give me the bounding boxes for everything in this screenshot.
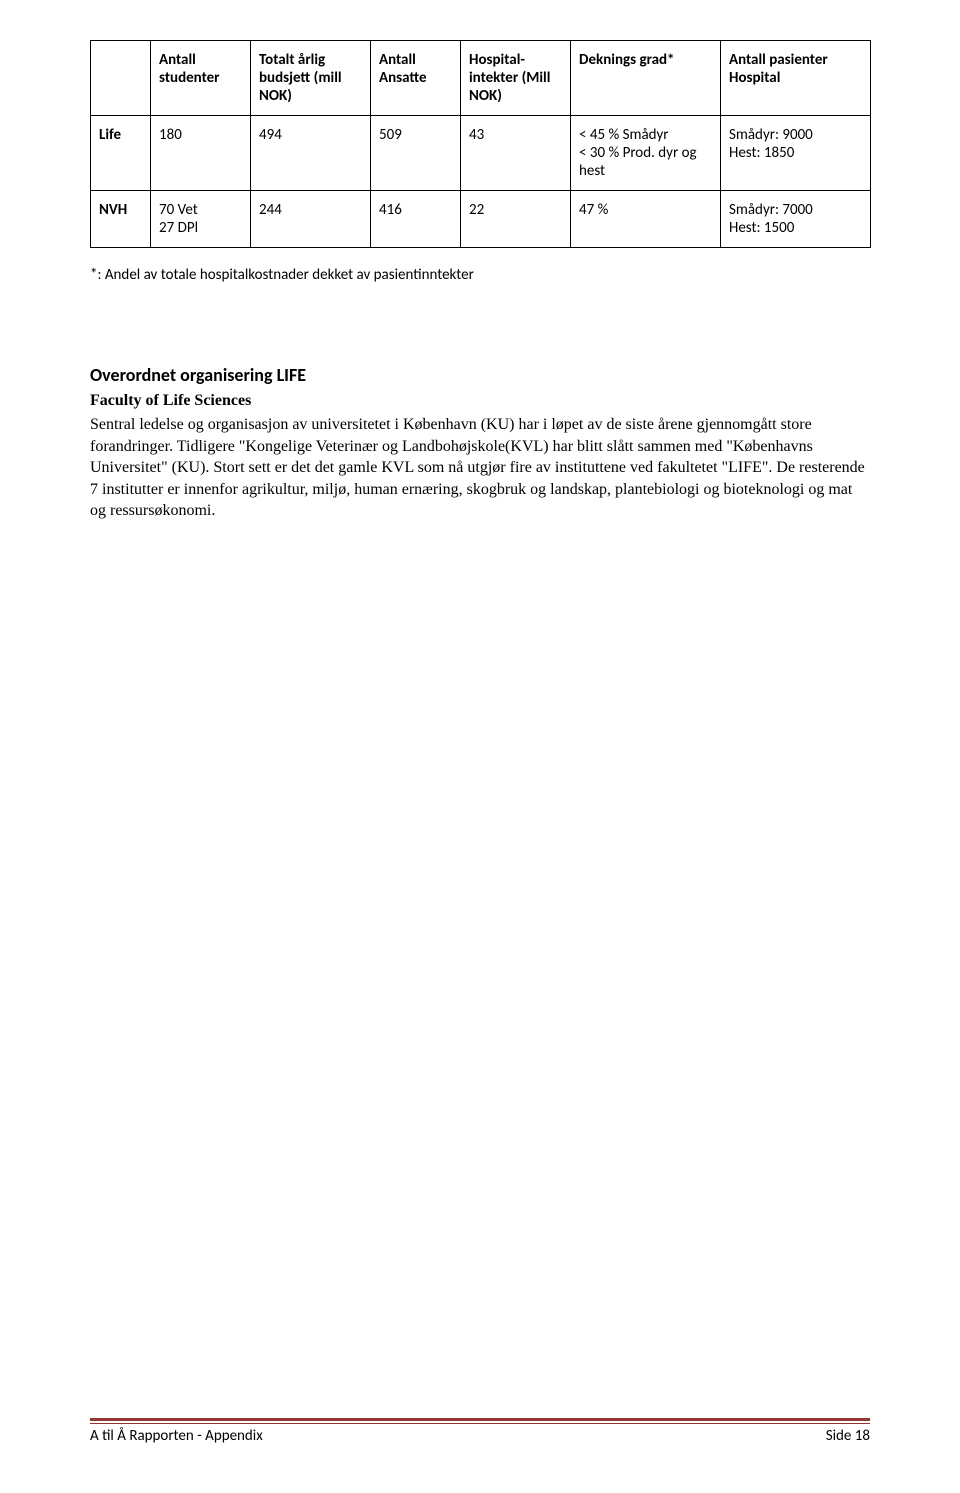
table-cell: 416 [371, 191, 461, 248]
table-cell: < 45 % Smådyr< 30 % Prod. dyr og hest [571, 116, 721, 191]
table-cell: 180 [151, 116, 251, 191]
table-row: NVH 70 Vet27 DPl 244 416 22 47 % Smådyr:… [91, 191, 871, 248]
table-footnote: *: Andel av totale hospitalkostnader dek… [90, 266, 870, 284]
table-header: Deknings grad* [571, 41, 721, 116]
row-label: NVH [91, 191, 151, 248]
table-cell: 47 % [571, 191, 721, 248]
table-cell: 244 [251, 191, 371, 248]
table-cell: 509 [371, 116, 461, 191]
table-header: Hospital-intekter (Mill NOK) [461, 41, 571, 116]
table-header: Antall pasienter Hospital [721, 41, 871, 116]
table-header [91, 41, 151, 116]
table-row: Life 180 494 509 43 < 45 % Smådyr< 30 % … [91, 116, 871, 191]
footer-rule-thick [90, 1418, 870, 1421]
footer-rule-thin [90, 1423, 870, 1424]
table-header-row: Antall studenter Totalt årlig budsjett (… [91, 41, 871, 116]
table-header: Totalt årlig budsjett (mill NOK) [251, 41, 371, 116]
table-cell: 43 [461, 116, 571, 191]
table-cell: Smådyr: 9000Hest: 1850 [721, 116, 871, 191]
sub-heading: Faculty of Life Sciences [90, 392, 870, 410]
table-cell: 22 [461, 191, 571, 248]
footer-left: A til Å Rapporten - Appendix [90, 1427, 263, 1445]
section-heading: Overordnet organisering LIFE [90, 364, 870, 386]
table-cell: Smådyr: 7000Hest: 1500 [721, 191, 871, 248]
body-paragraph: Sentral ledelse og organisasjon av unive… [90, 414, 870, 522]
table-cell: 494 [251, 116, 371, 191]
row-label: Life [91, 116, 151, 191]
table-header: Antall Ansatte [371, 41, 461, 116]
comparison-table: Antall studenter Totalt årlig budsjett (… [90, 40, 871, 248]
table-header: Antall studenter [151, 41, 251, 116]
table-cell: 70 Vet27 DPl [151, 191, 251, 248]
footer-right: Side 18 [826, 1427, 870, 1445]
page-footer: A til Å Rapporten - Appendix Side 18 [90, 1418, 870, 1445]
